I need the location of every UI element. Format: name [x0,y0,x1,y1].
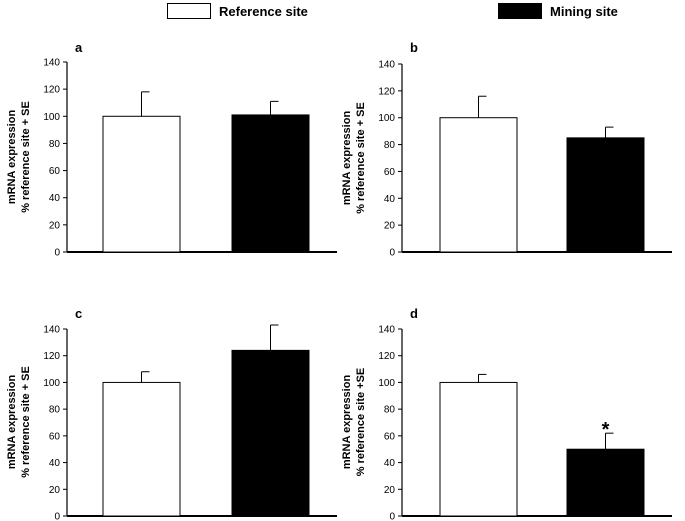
panel-label: b [410,40,418,55]
panel-b: 0 20 40 60 80 100 120 140 b mRNA expression% refe… [341,40,672,259]
y-tick-label: 140 [378,60,395,71]
y-tick-label: 40 [384,194,396,205]
y-tick-label: 80 [384,140,396,151]
y-tick-label: 80 [49,139,61,150]
y-tick-label: 120 [378,351,395,362]
bar-mining [231,349,310,517]
panel-label: a [75,40,83,55]
bar-reference [102,381,181,517]
panel-d: 0 20 40 60 80 100 120 140 d mRNA expression% refe… [341,306,672,521]
y-tick-label: 60 [49,431,61,442]
y-tick-label: 60 [384,167,396,178]
y-axis-label-line: % reference site + SE [20,366,32,478]
legend-swatch-reference [167,3,211,19]
y-tick-label: 0 [389,512,395,521]
panel-c: 0 20 40 60 80 100 120 140 c mRNA expression% refe… [6,306,337,521]
y-axis-label-line: % reference site + SE [20,101,32,213]
y-tick-label: 100 [43,112,60,123]
panel-a: 0 20 40 60 80 100 120 140 a mRNA expression% refe… [6,40,337,259]
legend-swatch-mining [498,3,542,19]
y-tick-label: 100 [43,378,60,389]
y-tick-label: 80 [384,405,396,416]
legend-label-mining: Mining site [550,3,618,19]
bar-reference [439,117,518,253]
y-tick-label: 140 [43,325,60,336]
panel-label: c [75,306,82,321]
y-tick-label: 40 [49,458,61,469]
y-tick-label: 0 [389,248,395,259]
legend-item-reference: Reference site [167,2,308,20]
y-tick-label: 140 [378,325,395,336]
y-tick-label: 100 [378,113,395,124]
bar-mining [231,114,310,253]
y-tick-label: 60 [49,166,61,177]
y-axis-label-line: mRNA expression [341,111,353,206]
bar-reference [439,381,518,517]
y-axis-label: mRNA expression% reference site + SE [341,102,367,214]
bar-mining [566,448,645,517]
y-axis-label: mRNA expression% reference site + SE [6,101,32,213]
legend-item-mining: Mining site [498,2,618,20]
y-axis-label-line: % reference site +SE [355,368,367,477]
y-tick-label: 40 [384,458,396,469]
y-tick-label: 120 [378,86,395,97]
y-axis-label-line: % reference site + SE [355,102,367,214]
y-tick-label: 20 [49,220,61,231]
y-tick-label: 20 [384,485,396,496]
y-tick-label: 100 [378,378,395,389]
y-tick-label: 20 [384,221,396,232]
y-axis-label-line: mRNA expression [6,375,18,470]
significance-marker: * [602,419,610,441]
panel-label: d [410,306,418,321]
y-tick-label: 120 [43,351,60,362]
y-tick-label: 80 [49,405,61,416]
bar-mining [566,137,645,253]
y-tick-label: 60 [384,431,396,442]
y-tick-label: 120 [43,85,60,96]
y-tick-label: 0 [54,248,60,259]
y-tick-label: 20 [49,485,61,496]
y-axis-label: mRNA expression% reference site + SE [6,366,32,478]
bar-reference [102,115,181,253]
legend: Reference site Mining site [0,0,685,26]
y-tick-label: 140 [43,58,60,69]
legend-label-reference: Reference site [219,3,308,19]
y-tick-label: 0 [54,512,60,521]
y-tick-label: 40 [49,193,61,204]
y-axis-label-line: mRNA expression [341,375,353,470]
y-axis-label: mRNA expression% reference site +SE [341,368,367,477]
y-axis-label-line: mRNA expression [6,110,18,205]
